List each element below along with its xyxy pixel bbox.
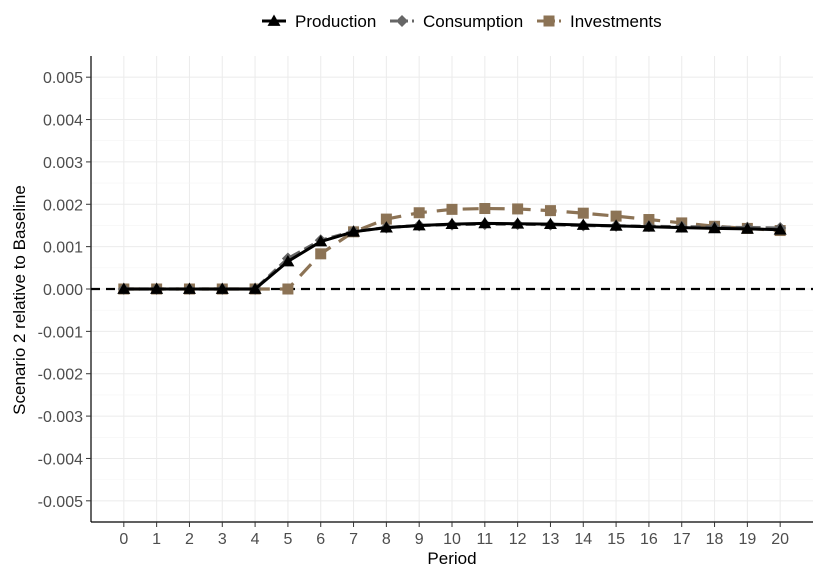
series-layer (117, 203, 787, 295)
x-tick-label: 5 (283, 531, 292, 548)
data-point-investments (413, 207, 425, 219)
legend-marker-investments (543, 15, 555, 27)
data-point-production (543, 217, 557, 230)
x-tick-label: 11 (477, 531, 494, 548)
data-point-investments (446, 203, 458, 215)
data-point-production (609, 219, 623, 231)
data-point-investments (577, 207, 589, 219)
data-point-production (248, 282, 262, 294)
x-tick-label: 3 (218, 531, 227, 548)
y-tick-label: 0.004 (43, 113, 83, 130)
data-point-production (576, 218, 590, 230)
data-point-production (445, 217, 459, 230)
x-tick-label: 12 (509, 531, 527, 548)
x-tick-label: 1 (152, 531, 161, 548)
data-point-production (314, 235, 328, 247)
data-point-production (675, 221, 689, 233)
legend: Production Consumption Investments (262, 12, 662, 31)
x-tick-label: 10 (443, 531, 461, 548)
data-point-investments (479, 203, 491, 215)
legend-item-consumption: Consumption (390, 12, 523, 31)
y-tick-label: -0.004 (38, 451, 83, 468)
series-production (117, 216, 787, 294)
data-point-production (347, 225, 361, 237)
x-tick-label: 15 (607, 531, 625, 548)
data-point-production (642, 220, 656, 232)
x-tick-label: 16 (640, 531, 658, 548)
y-tick-label: 0.001 (43, 240, 83, 257)
x-tick-label: 4 (251, 531, 260, 548)
data-point-production (708, 221, 722, 234)
data-point-production (740, 222, 754, 234)
y-tick-label: 0.005 (43, 70, 83, 87)
data-point-production (117, 282, 131, 294)
x-tick-label: 9 (415, 531, 424, 548)
x-tick-label: 6 (316, 531, 325, 548)
data-point-production (412, 218, 426, 231)
legend-label-consumption: Consumption (423, 12, 523, 31)
data-point-production (379, 221, 393, 233)
x-tick-label: 14 (574, 531, 592, 548)
data-point-investments (315, 248, 327, 260)
data-point-investments (610, 210, 622, 222)
data-point-investments (512, 203, 524, 215)
x-tick-label: 17 (673, 531, 691, 548)
y-tick-label: -0.003 (38, 409, 83, 426)
legend-label-production: Production (295, 12, 376, 31)
x-axis-title: Period (427, 549, 476, 566)
legend-item-investments: Investments (537, 12, 662, 31)
data-point-investments (282, 283, 294, 295)
y-tick-label: -0.005 (38, 494, 83, 511)
x-tick-label: 20 (771, 531, 789, 548)
ticks: 0 1 2 3 4 5 6 7 8 9 10 11 12 13 14 15 16 17 18 19 200.0050.0… (38, 70, 790, 548)
data-point-investments (544, 205, 556, 217)
legend-marker-consumption (396, 15, 408, 27)
x-tick-label: 8 (382, 531, 391, 548)
y-tick-label: 0.003 (43, 155, 83, 172)
y-tick-label: -0.001 (38, 324, 83, 341)
data-point-production (182, 282, 196, 294)
legend-marker-production (267, 14, 281, 26)
legend-item-production: Production (262, 12, 376, 31)
data-point-production (215, 282, 229, 294)
x-tick-label: 0 (119, 531, 128, 548)
y-tick-label: 0.000 (43, 282, 83, 299)
x-tick-label: 19 (738, 531, 756, 548)
data-point-production (281, 254, 295, 267)
x-tick-label: 13 (542, 531, 560, 548)
data-point-investments (643, 214, 655, 226)
data-point-production (150, 282, 164, 294)
data-point-production (478, 216, 492, 229)
x-tick-label: 2 (185, 531, 194, 548)
data-point-production (773, 223, 787, 235)
y-tick-label: 0.002 (43, 197, 83, 214)
y-axis-title: Scenario 2 relative to Baseline (10, 185, 29, 415)
x-tick-label: 18 (706, 531, 724, 548)
y-tick-label: -0.002 (38, 367, 83, 384)
data-point-investments (380, 213, 392, 225)
legend-label-investments: Investments (570, 12, 662, 31)
data-point-production (511, 217, 525, 229)
x-tick-label: 7 (349, 531, 358, 548)
